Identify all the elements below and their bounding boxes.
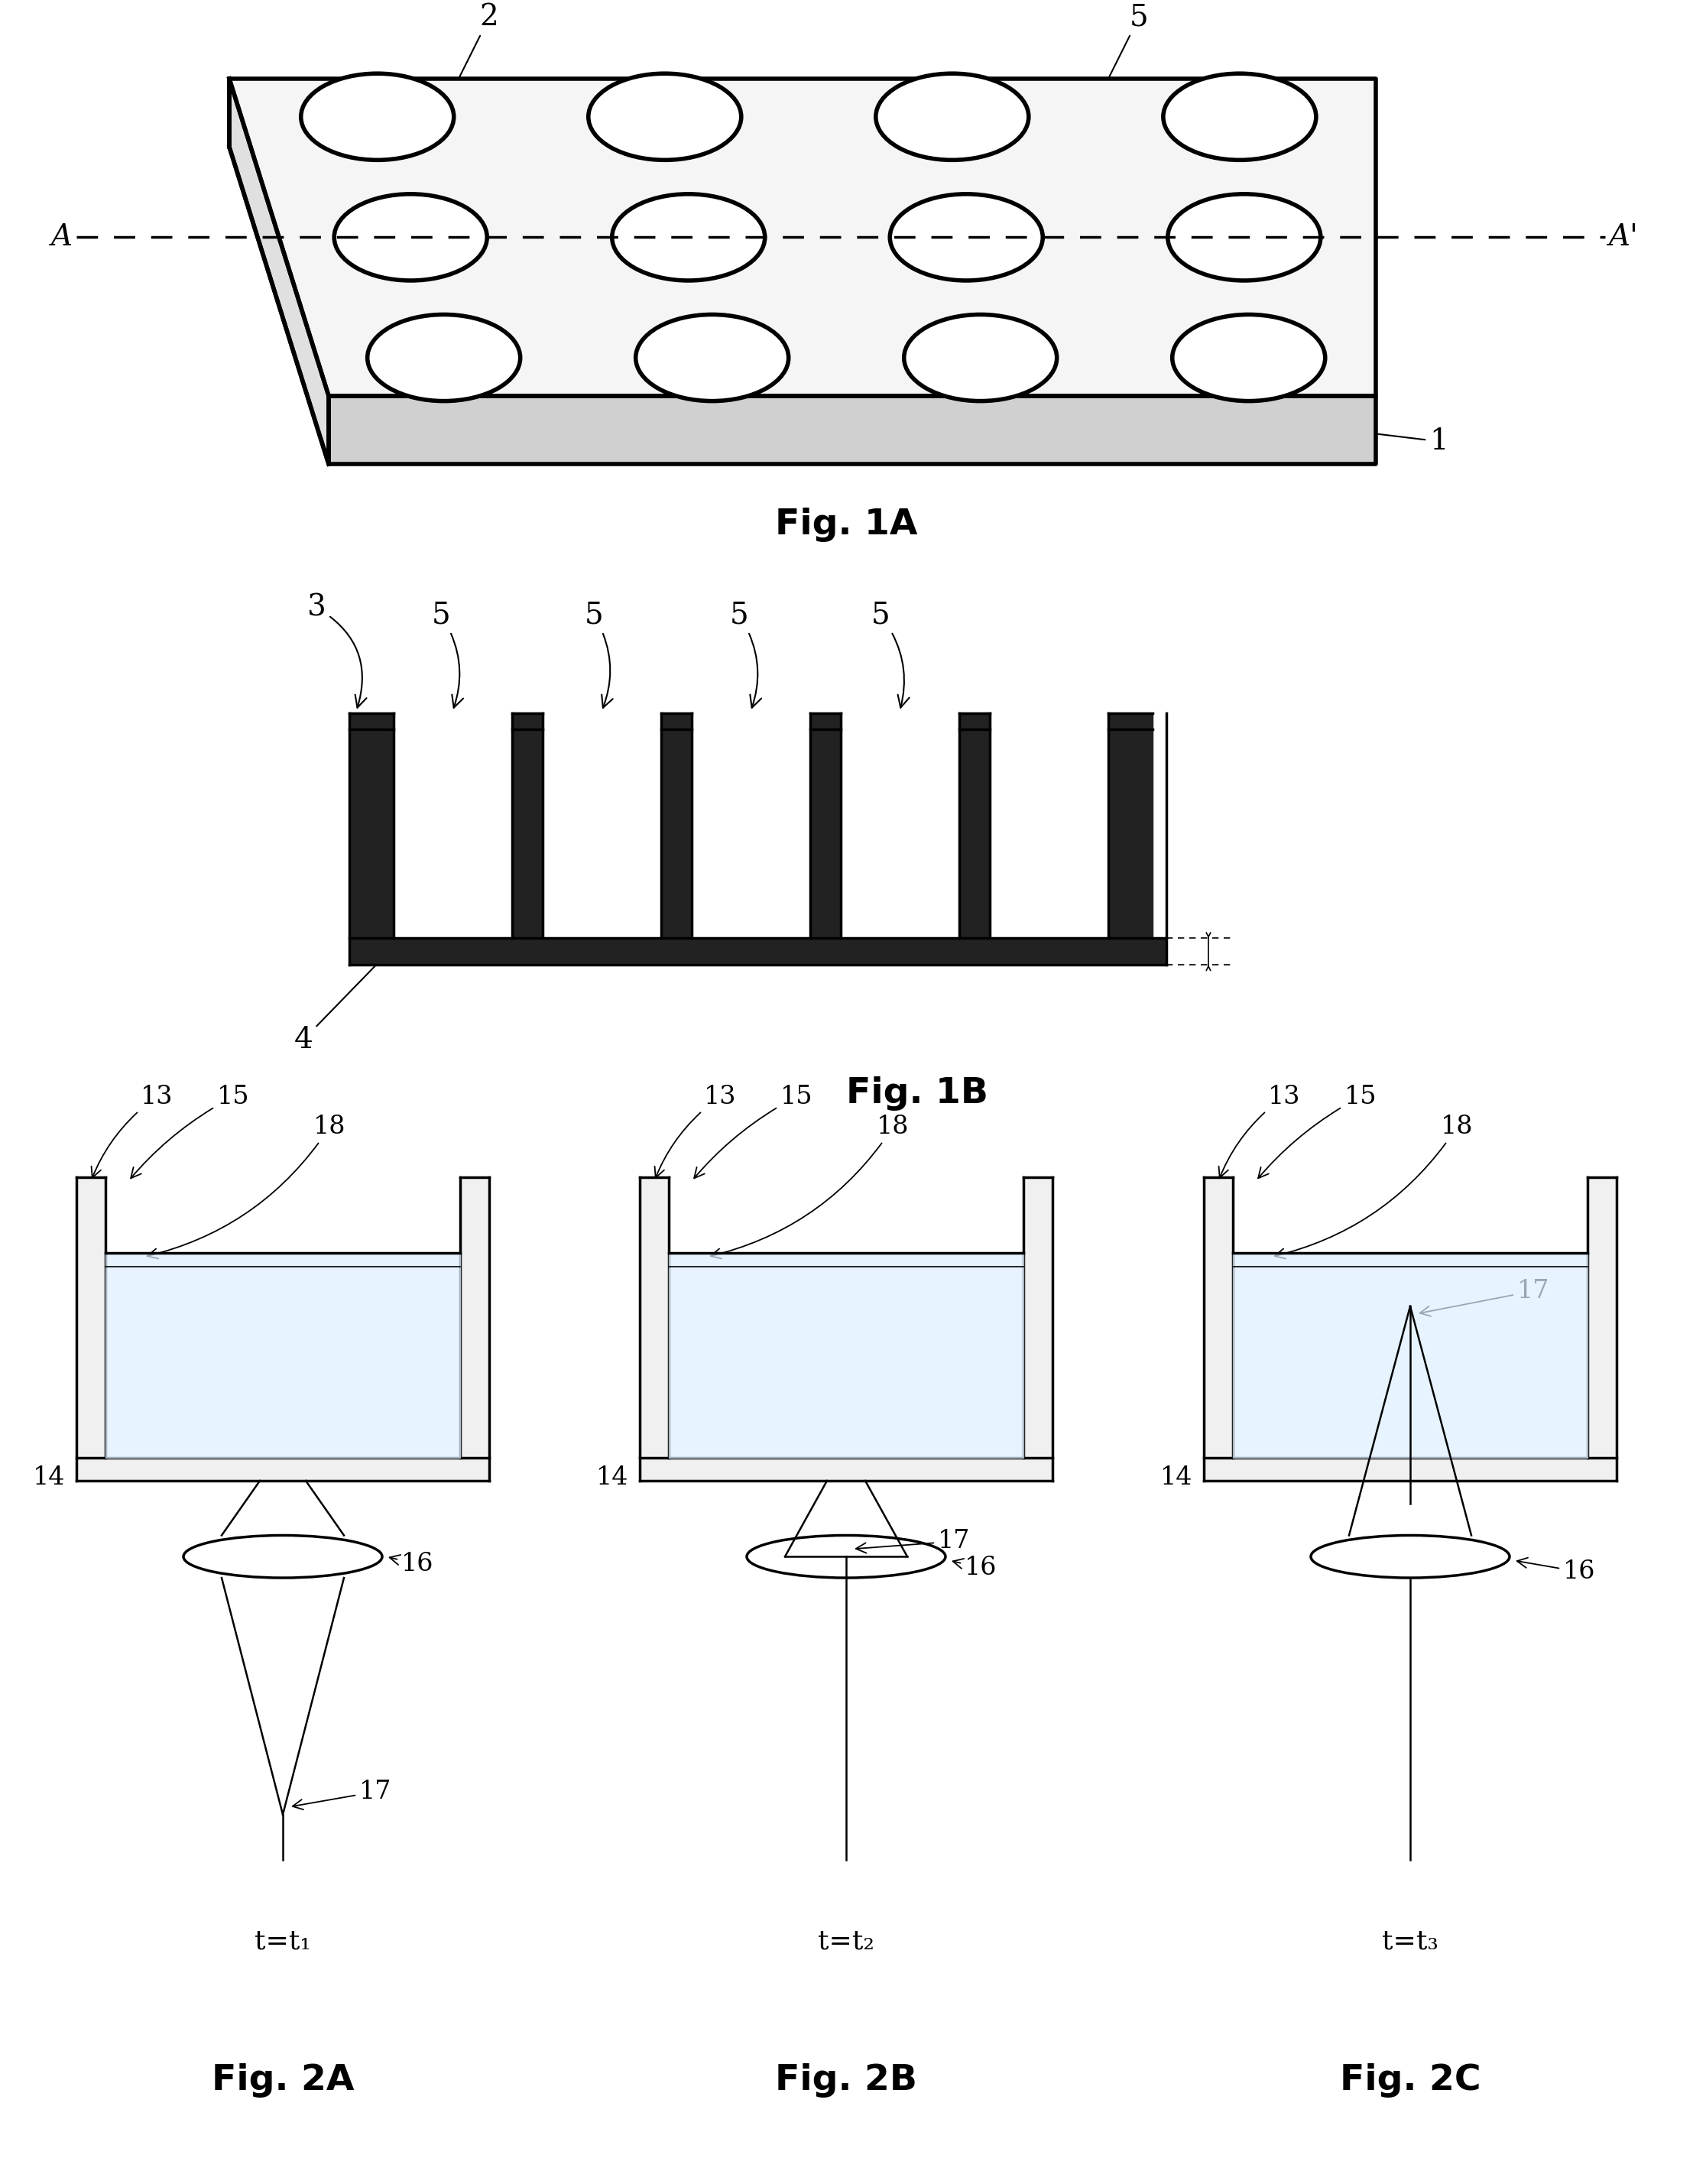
Polygon shape [76, 1459, 489, 1481]
Text: 3: 3 [308, 594, 366, 708]
Polygon shape [841, 729, 960, 939]
Polygon shape [229, 79, 1376, 395]
Text: Fig. 2B: Fig. 2B [775, 2064, 918, 2097]
Text: 14: 14 [32, 1465, 64, 1489]
Text: A': A' [1608, 223, 1639, 251]
Text: 13: 13 [1219, 1085, 1300, 1177]
Text: 16: 16 [389, 1553, 433, 1577]
Text: 5: 5 [584, 601, 613, 708]
Polygon shape [76, 1177, 105, 1459]
Ellipse shape [1163, 74, 1315, 159]
Polygon shape [394, 729, 511, 939]
Text: 14: 14 [596, 1465, 628, 1489]
Text: 14: 14 [1160, 1465, 1192, 1489]
Polygon shape [990, 729, 1109, 939]
Polygon shape [1204, 1459, 1617, 1481]
Ellipse shape [1168, 194, 1321, 280]
Text: 17: 17 [293, 1780, 391, 1811]
Ellipse shape [301, 74, 454, 159]
Polygon shape [511, 729, 543, 939]
Polygon shape [662, 729, 692, 939]
Polygon shape [460, 1177, 489, 1459]
Text: 18: 18 [147, 1114, 345, 1258]
Polygon shape [960, 729, 990, 939]
Text: Fig. 2A: Fig. 2A [212, 2064, 354, 2097]
Ellipse shape [635, 314, 789, 402]
Text: t=t₃: t=t₃ [1381, 1928, 1439, 1955]
Polygon shape [328, 395, 1376, 465]
Polygon shape [511, 712, 543, 729]
Text: Fig. 2C: Fig. 2C [1339, 2064, 1481, 2097]
Polygon shape [349, 729, 394, 939]
Polygon shape [1588, 1177, 1617, 1459]
Text: 5: 5 [1109, 4, 1148, 76]
Polygon shape [669, 1254, 1024, 1459]
Text: 13: 13 [91, 1085, 173, 1177]
Polygon shape [960, 712, 990, 729]
Text: Fig. 1A: Fig. 1A [775, 507, 918, 542]
Text: 18: 18 [1275, 1114, 1473, 1258]
Text: A: A [51, 223, 73, 251]
Ellipse shape [1172, 314, 1326, 402]
Polygon shape [349, 712, 394, 729]
Polygon shape [811, 729, 841, 939]
Polygon shape [640, 1177, 669, 1459]
Text: 16: 16 [1517, 1557, 1595, 1583]
Text: 4: 4 [295, 963, 379, 1055]
Polygon shape [1109, 729, 1153, 939]
Polygon shape [105, 1254, 460, 1459]
Text: 2: 2 [459, 4, 499, 76]
Text: 5: 5 [872, 601, 909, 708]
Text: 15: 15 [130, 1085, 249, 1177]
Polygon shape [1233, 1254, 1588, 1459]
Polygon shape [692, 729, 811, 939]
Ellipse shape [613, 194, 765, 280]
Text: 17: 17 [1420, 1280, 1549, 1317]
Ellipse shape [334, 194, 488, 280]
Ellipse shape [891, 194, 1043, 280]
Text: 17: 17 [857, 1529, 970, 1553]
Polygon shape [349, 939, 1166, 965]
Text: 13: 13 [655, 1085, 736, 1177]
Text: 1: 1 [1378, 428, 1448, 456]
Text: Fig. 1B: Fig. 1B [846, 1077, 989, 1112]
Text: 15: 15 [1258, 1085, 1376, 1177]
Text: 15: 15 [694, 1085, 813, 1177]
Text: 5: 5 [730, 601, 762, 708]
Polygon shape [640, 1459, 1053, 1481]
Text: 16: 16 [953, 1555, 997, 1581]
Polygon shape [543, 729, 662, 939]
Text: t=t₁: t=t₁ [254, 1928, 312, 1955]
Polygon shape [1109, 712, 1153, 729]
Polygon shape [229, 79, 328, 465]
Polygon shape [1204, 1177, 1233, 1459]
Polygon shape [662, 712, 692, 729]
Ellipse shape [904, 314, 1056, 402]
Polygon shape [1024, 1177, 1053, 1459]
Ellipse shape [875, 74, 1029, 159]
Ellipse shape [367, 314, 520, 402]
Ellipse shape [589, 74, 742, 159]
Polygon shape [811, 712, 841, 729]
Text: 5: 5 [432, 601, 464, 708]
Text: t=t₂: t=t₂ [818, 1928, 874, 1955]
Text: 18: 18 [711, 1114, 909, 1258]
